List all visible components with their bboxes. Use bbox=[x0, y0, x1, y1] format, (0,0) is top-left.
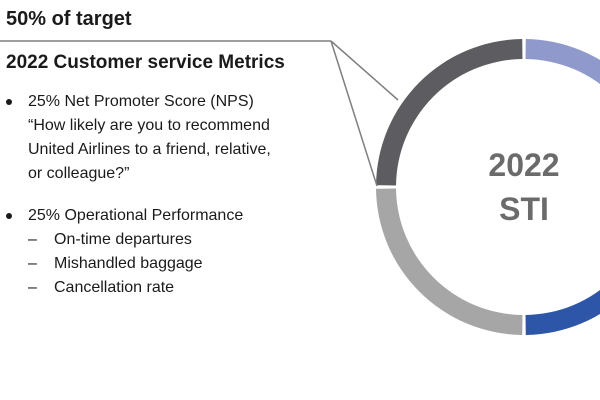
nps-label: 25% Net Promoter Score (NPS) bbox=[28, 93, 254, 110]
connector-line-lower bbox=[330, 40, 378, 187]
quote-line: United Airlines to a friend, relative, bbox=[28, 141, 271, 158]
sub-item-baggage: – Mishandled baggage bbox=[6, 252, 243, 276]
bullet-dot-icon bbox=[6, 99, 12, 105]
nps-bullet-row: 25% Net Promoter Score (NPS) bbox=[6, 90, 328, 114]
quote-line: “How likely are you to recommend bbox=[28, 117, 270, 134]
dash-icon: – bbox=[28, 255, 37, 272]
quote-line: or colleague?” bbox=[28, 165, 130, 182]
operational-label: 25% Operational Performance bbox=[28, 207, 244, 224]
sub-item-on-time: – On-time departures bbox=[6, 228, 243, 252]
donut-segment-1 bbox=[525, 39, 600, 85]
donut-center-year: 2022 bbox=[488, 147, 559, 183]
sub-item-cancellation: – Cancellation rate bbox=[6, 276, 243, 300]
dash-icon: – bbox=[28, 279, 37, 296]
donut-segment-3 bbox=[376, 188, 523, 335]
operational-bullet: 25% Operational Performance – On-time de… bbox=[6, 204, 243, 300]
target-label: 50% of target bbox=[6, 8, 132, 30]
nps-bullet: 25% Net Promoter Score (NPS) “How likely… bbox=[6, 90, 328, 186]
section-title: 2022 Customer service Metrics bbox=[6, 52, 285, 73]
donut-segment-2 bbox=[525, 289, 600, 335]
operational-bullet-row: 25% Operational Performance bbox=[6, 204, 243, 228]
nps-quote: “How likely are you to recommend United … bbox=[6, 114, 328, 186]
donut-segments bbox=[376, 39, 600, 335]
donut-center-label: STI bbox=[499, 191, 549, 227]
donut-segment-4 bbox=[376, 39, 523, 186]
dash-icon: – bbox=[28, 231, 37, 248]
bullet-dot-icon bbox=[6, 213, 12, 219]
connector-line-upper bbox=[330, 40, 399, 101]
